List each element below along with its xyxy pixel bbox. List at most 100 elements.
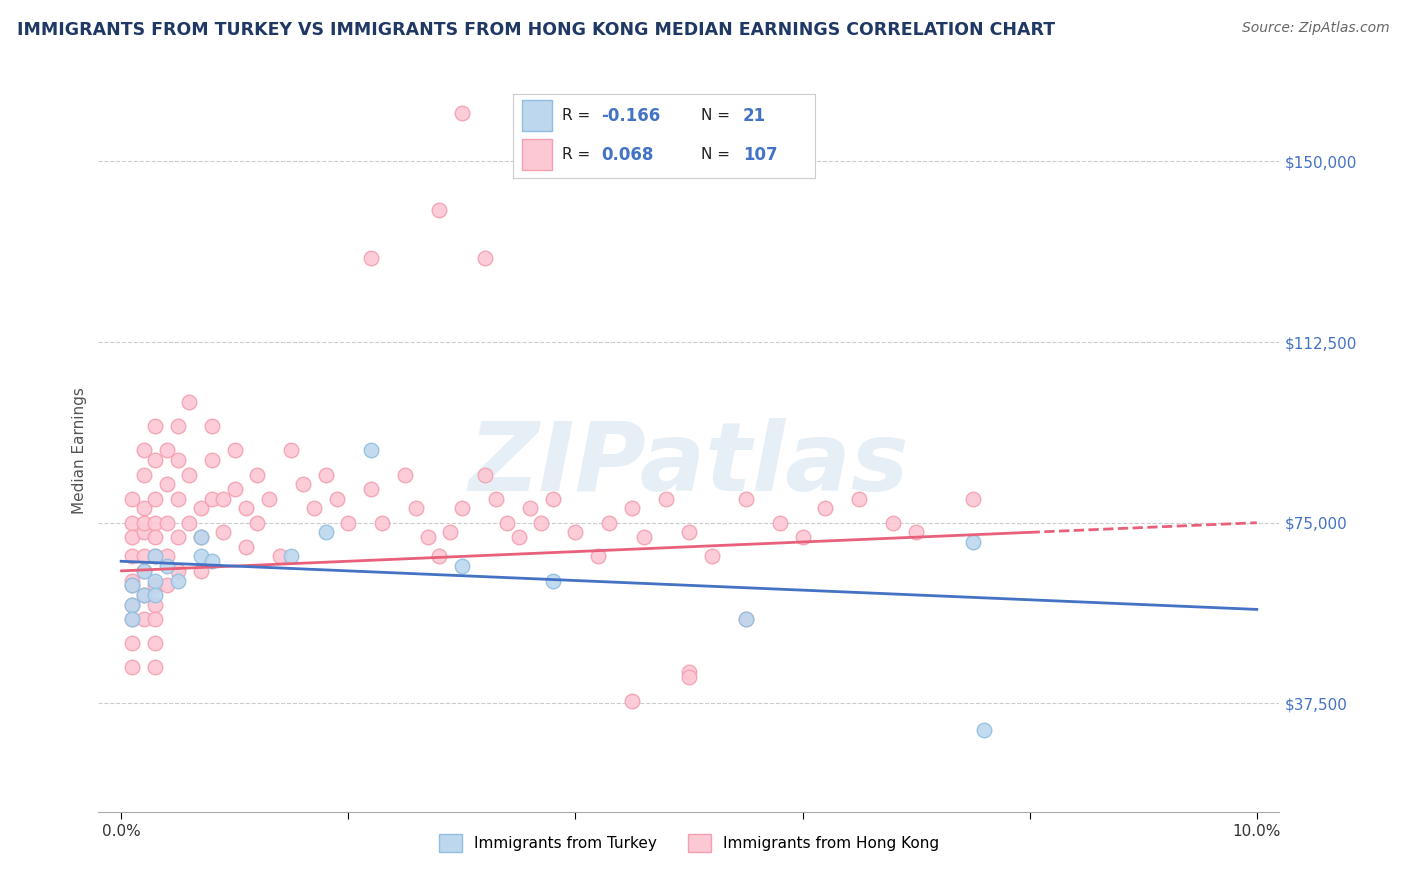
- Point: [212, 491, 235, 506]
- Point: [132, 588, 155, 602]
- Text: ZIPatlas: ZIPatlas: [468, 418, 910, 511]
- Point: [190, 530, 212, 544]
- Point: [155, 443, 177, 458]
- Point: [360, 443, 382, 458]
- Point: [337, 516, 360, 530]
- Point: [678, 665, 700, 679]
- Point: [167, 574, 190, 588]
- Point: [167, 419, 190, 434]
- Point: [246, 467, 269, 482]
- Point: [121, 636, 143, 650]
- Text: 21: 21: [742, 107, 766, 125]
- Point: [167, 491, 190, 506]
- Text: -0.166: -0.166: [600, 107, 659, 125]
- Point: [121, 578, 143, 592]
- Point: [121, 578, 143, 592]
- Point: [121, 530, 143, 544]
- Point: [179, 516, 201, 530]
- Point: [143, 588, 166, 602]
- Point: [450, 501, 472, 516]
- Point: [541, 491, 564, 506]
- Point: [143, 598, 166, 612]
- Y-axis label: Median Earnings: Median Earnings: [72, 387, 87, 514]
- Point: [143, 516, 166, 530]
- Point: [143, 530, 166, 544]
- Point: [394, 467, 416, 482]
- Point: [190, 549, 212, 564]
- Point: [905, 525, 928, 540]
- Point: [143, 636, 166, 650]
- Text: IMMIGRANTS FROM TURKEY VS IMMIGRANTS FROM HONG KONG MEDIAN EARNINGS CORRELATION : IMMIGRANTS FROM TURKEY VS IMMIGRANTS FRO…: [17, 21, 1054, 39]
- Point: [143, 549, 166, 564]
- Point: [450, 106, 472, 120]
- Point: [190, 530, 212, 544]
- Point: [143, 549, 166, 564]
- Point: [132, 525, 155, 540]
- Point: [678, 670, 700, 684]
- Point: [541, 574, 564, 588]
- Point: [143, 578, 166, 592]
- Point: [121, 516, 143, 530]
- Point: [132, 564, 155, 578]
- Point: [315, 467, 337, 482]
- Point: [246, 516, 269, 530]
- Point: [508, 530, 530, 544]
- Point: [291, 477, 314, 491]
- Point: [257, 491, 280, 506]
- Point: [121, 598, 143, 612]
- Point: [427, 549, 450, 564]
- Point: [201, 453, 224, 467]
- Point: [121, 660, 143, 674]
- Text: N =: N =: [700, 108, 734, 123]
- Point: [973, 723, 995, 737]
- Text: Source: ZipAtlas.com: Source: ZipAtlas.com: [1241, 21, 1389, 36]
- Point: [530, 516, 553, 530]
- Point: [734, 612, 756, 626]
- Point: [485, 491, 508, 506]
- Point: [427, 202, 450, 217]
- Point: [734, 612, 756, 626]
- Point: [212, 525, 235, 540]
- Point: [121, 491, 143, 506]
- Point: [450, 559, 472, 574]
- Point: [235, 540, 257, 554]
- Point: [143, 660, 166, 674]
- Point: [179, 395, 201, 409]
- Point: [132, 516, 155, 530]
- Point: [280, 443, 302, 458]
- Point: [496, 516, 519, 530]
- Point: [224, 482, 246, 496]
- Point: [121, 612, 143, 626]
- Point: [190, 501, 212, 516]
- Point: [179, 467, 201, 482]
- Point: [167, 564, 190, 578]
- Point: [621, 694, 644, 708]
- Point: [132, 501, 155, 516]
- Point: [848, 491, 870, 506]
- Point: [586, 549, 609, 564]
- Point: [360, 251, 382, 265]
- Point: [121, 612, 143, 626]
- Point: [439, 525, 461, 540]
- Point: [882, 516, 904, 530]
- Point: [700, 549, 723, 564]
- Point: [633, 530, 655, 544]
- FancyBboxPatch shape: [522, 139, 553, 169]
- Text: 0.068: 0.068: [600, 145, 654, 163]
- Point: [201, 419, 224, 434]
- Text: N =: N =: [700, 147, 734, 162]
- Point: [962, 491, 984, 506]
- Point: [962, 535, 984, 549]
- Point: [621, 501, 644, 516]
- Point: [769, 516, 792, 530]
- Point: [155, 477, 177, 491]
- Text: R =: R =: [561, 108, 595, 123]
- Point: [474, 467, 496, 482]
- Point: [371, 516, 394, 530]
- Point: [132, 612, 155, 626]
- Point: [360, 482, 382, 496]
- Point: [416, 530, 439, 544]
- Point: [235, 501, 257, 516]
- Point: [224, 443, 246, 458]
- Point: [814, 501, 837, 516]
